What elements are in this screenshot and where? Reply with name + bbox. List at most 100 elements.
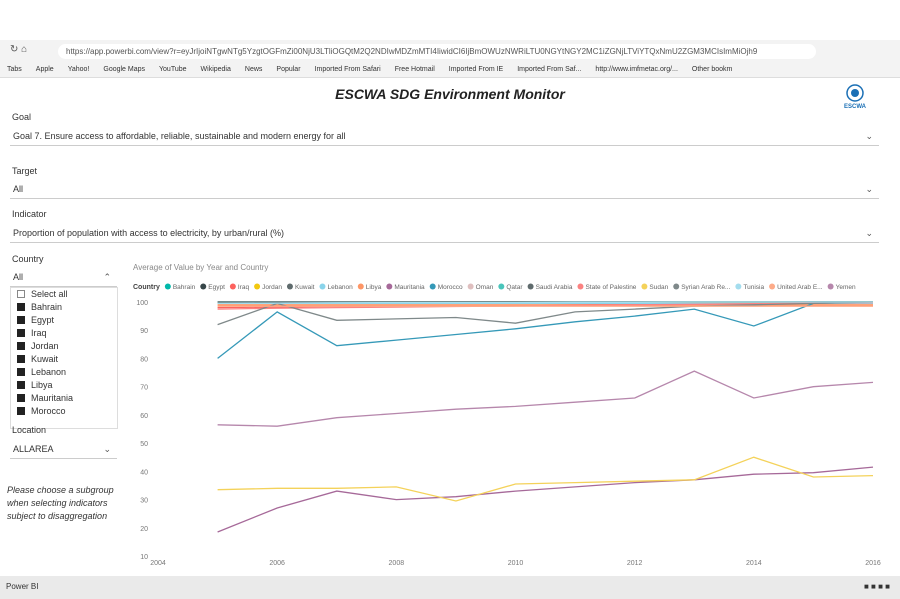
legend-label: Sudan <box>649 284 668 291</box>
series-line <box>217 301 874 326</box>
address-bar[interactable]: https://app.powerbi.com/view?r=eyJrIjoiN… <box>58 44 816 59</box>
y-tick-label: 70 <box>140 385 148 392</box>
share-icons[interactable]: ■ ■ ■ ■ <box>864 582 890 591</box>
country-option[interactable]: Mauritania <box>11 392 117 405</box>
chart-title: Average of Value by Year and Country <box>133 263 268 272</box>
y-tick-label: 20 <box>140 526 148 533</box>
legend-label: Saudi Arabia <box>536 284 573 291</box>
country-option[interactable]: Jordan <box>11 340 117 353</box>
checkbox <box>17 290 25 298</box>
legend-swatch <box>200 283 207 290</box>
legend-swatch <box>164 283 171 290</box>
logo-emblem <box>846 84 864 102</box>
legend-label: Bahrain <box>173 284 196 291</box>
country-option-label: Morocco <box>31 406 66 416</box>
nav-buttons[interactable]: ↻ ⌂ <box>10 44 28 55</box>
y-tick-label: 80 <box>140 356 148 363</box>
goal-label: Goal <box>12 112 32 122</box>
series-line <box>217 301 873 305</box>
country-option[interactable]: Bahrain <box>11 301 117 314</box>
logo-text: ESCWA <box>843 104 866 110</box>
legend-swatch <box>735 283 742 290</box>
y-tick-label: 60 <box>140 413 148 420</box>
country-option-label: Libya <box>31 380 53 390</box>
country-option[interactable]: Egypt <box>11 314 117 327</box>
note: Please choose a subgroup when selecting … <box>7 485 114 521</box>
x-tick-label: 2014 <box>746 560 762 567</box>
bookmark[interactable]: Tabs <box>7 66 22 73</box>
logo: ESCWA <box>842 84 868 110</box>
y-tick-label: 10 <box>140 554 148 561</box>
country-option[interactable]: Select all <box>11 288 117 301</box>
location-label: Location <box>12 425 47 435</box>
bookmark[interactable]: Other bookm <box>691 66 733 73</box>
bookmark[interactable]: Imported From Safari <box>314 66 381 73</box>
checkbox <box>17 355 25 363</box>
bookmark[interactable]: Wikipedia <box>200 66 231 73</box>
country-option[interactable]: Iraq <box>11 327 117 340</box>
checkbox <box>17 407 25 415</box>
x-tick-label: 2006 <box>269 560 285 567</box>
country-option-label: Mauritania <box>31 393 74 403</box>
bookmarks-bar: Tabs Apple Yahoo! Google Maps YouTube Wikiped… <box>0 62 900 78</box>
country-label: Country <box>12 254 44 264</box>
bookmark[interactable]: YouTube <box>159 66 187 73</box>
goal-value: Goal 7. Ensure access to affordable, rel… <box>13 131 346 141</box>
country-option[interactable]: Lebanon <box>11 366 117 379</box>
goal-dropdown[interactable]: Goal 7. Ensure access to affordable, rel… <box>10 127 879 146</box>
bookmark[interactable]: News <box>244 66 263 73</box>
bookmark[interactable]: Imported From IE <box>448 66 504 73</box>
legend-swatch <box>319 283 326 290</box>
target-value: All <box>13 184 24 194</box>
legend-label: Syrian Arab Re... <box>681 284 730 291</box>
legend-swatch <box>254 283 261 290</box>
legend-swatch <box>827 283 834 290</box>
x-tick-label: 2010 <box>508 560 524 567</box>
legend-label: Kuwait <box>295 284 315 291</box>
target-dropdown[interactable]: All ⌄ <box>10 180 879 199</box>
legend-label: Libya <box>366 284 382 291</box>
bookmark[interactable]: Free Hotmail <box>394 66 435 73</box>
country-list: Select all Bahrain Egypt Iraq Jordan Kuwait Le… <box>10 287 118 429</box>
legend-swatch <box>286 283 293 290</box>
footer: Power BI ■ ■ ■ ■ <box>0 576 900 599</box>
legend-label: Lebanon <box>327 284 353 291</box>
country-option[interactable]: Libya <box>11 379 117 392</box>
country-option-label: Lebanon <box>31 367 67 377</box>
country-option[interactable]: Kuwait <box>11 353 117 366</box>
country-option[interactable]: Morocco <box>11 405 117 418</box>
bookmark[interactable]: Imported From Saf... <box>517 66 582 73</box>
y-tick-label: 30 <box>140 498 148 505</box>
country-option-label: Jordan <box>31 341 59 351</box>
bookmark[interactable]: Yahoo! <box>67 66 90 73</box>
legend-label: Mauritania <box>394 284 425 291</box>
location-value: ALLAREA <box>13 444 54 454</box>
legend-label: Tunisia <box>743 284 764 291</box>
country-option-label: Egypt <box>31 315 55 325</box>
bookmark[interactable]: Google Maps <box>103 66 146 73</box>
target-label: Target <box>12 166 38 176</box>
legend-title: Country <box>133 284 160 291</box>
legend-label: Qatar <box>506 284 523 291</box>
checkbox <box>17 394 25 402</box>
location-dropdown[interactable]: ALLAREA ⌄ <box>10 440 117 459</box>
legend-label: Yemen <box>836 284 856 291</box>
checkbox <box>17 342 25 350</box>
series-line <box>217 301 874 359</box>
legend-swatch <box>386 283 393 290</box>
x-tick-label: 2016 <box>865 560 881 567</box>
y-tick-label: 50 <box>140 441 148 448</box>
bookmark[interactable]: Apple <box>35 66 54 73</box>
checkbox <box>17 316 25 324</box>
legend-label: Iraq <box>238 284 250 291</box>
indicator-dropdown[interactable]: Proportion of population with access to … <box>10 224 879 243</box>
bookmark[interactable]: http://www.imfmetac.org/... <box>595 66 678 73</box>
y-tick-label: 90 <box>140 328 148 335</box>
legend-swatch <box>769 283 776 290</box>
country-option-label: Select all <box>31 289 68 299</box>
country-dropdown[interactable]: All ⌃ <box>10 268 117 287</box>
legend-label: Oman <box>476 284 494 291</box>
series-line <box>217 456 874 502</box>
legend-label: Jordan <box>262 284 282 291</box>
bookmark[interactable]: Popular <box>276 66 301 73</box>
